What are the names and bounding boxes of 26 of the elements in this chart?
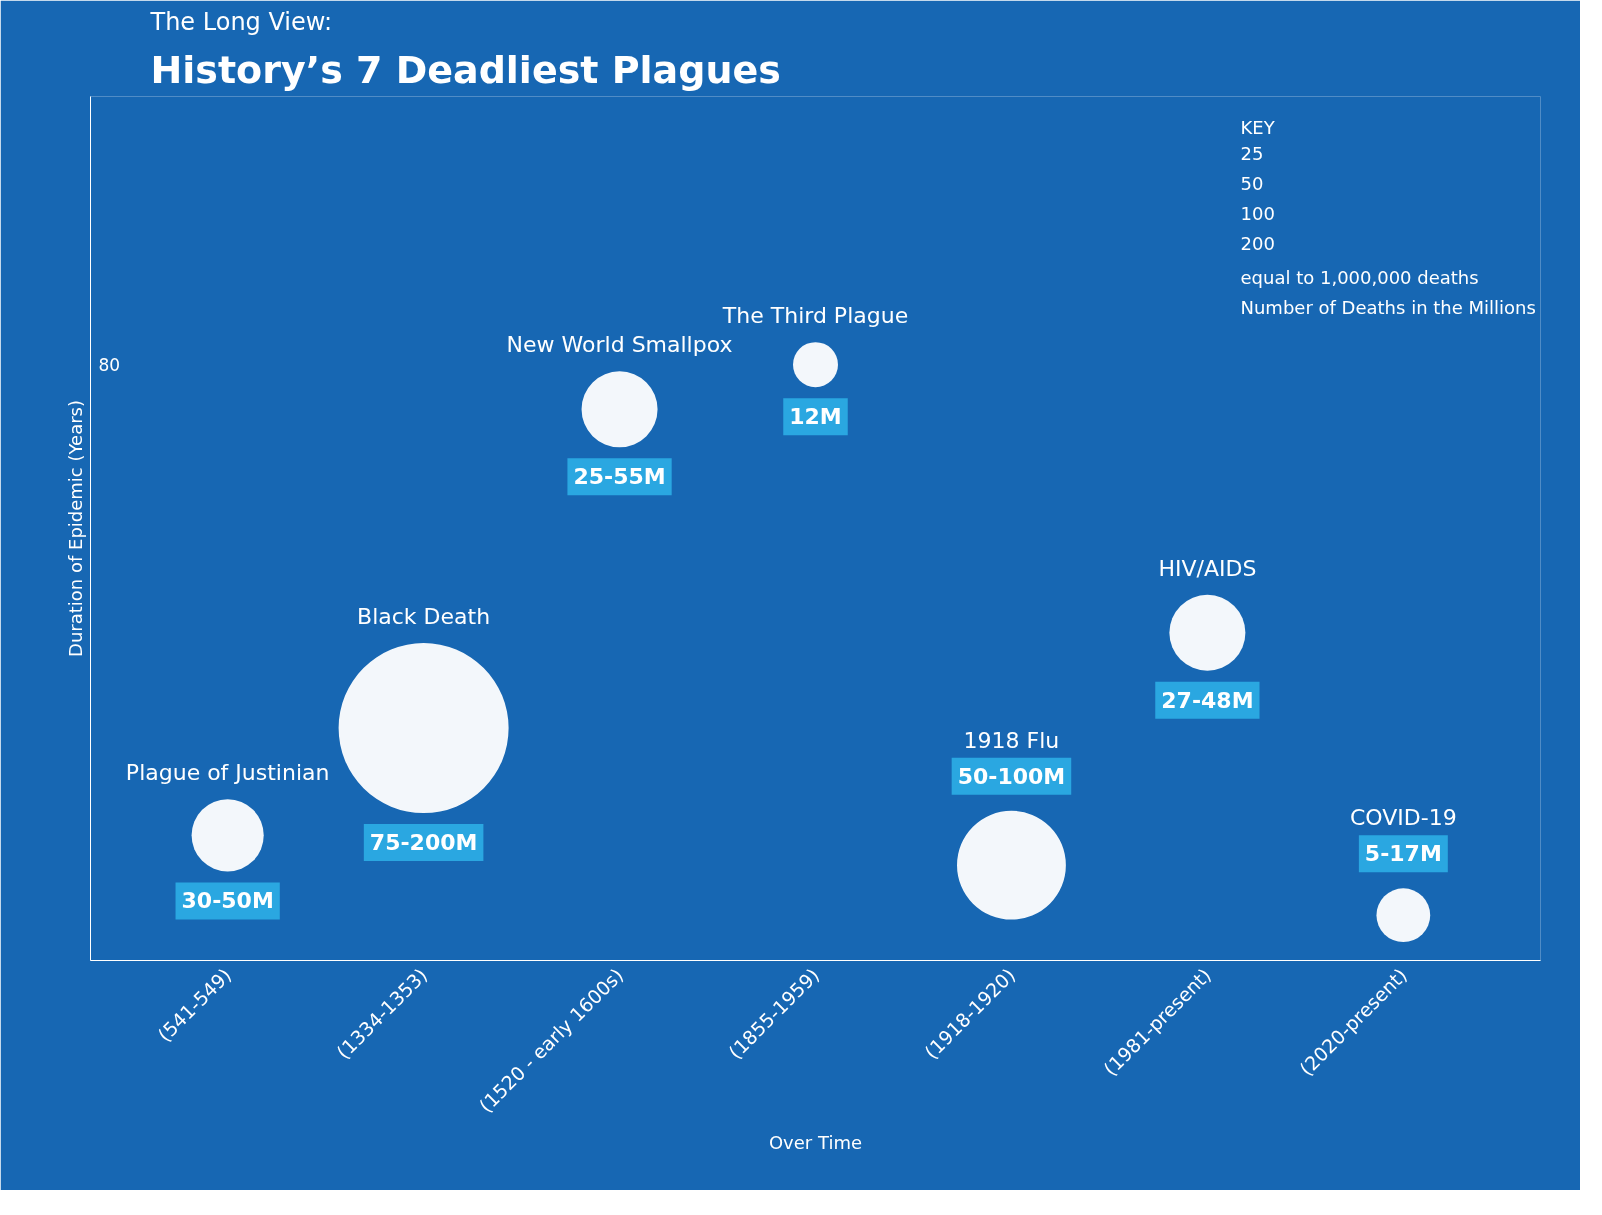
x-axis-title: Over Time	[768, 1132, 863, 1154]
text: New World Smallpox	[506, 332, 733, 358]
annotation: 75-200M	[369, 830, 478, 856]
text: 50	[1240, 172, 1264, 194]
text: 100	[1240, 202, 1275, 224]
annotation: 25-55M	[573, 464, 666, 490]
annotation: HIV/AIDS	[1158, 555, 1257, 581]
annotation: 12M	[789, 404, 842, 430]
annotation: 1918 Flu	[963, 727, 1060, 753]
annotation: Black Death	[357, 604, 491, 630]
text: Number of Deaths in the Millions	[1240, 296, 1536, 318]
annotation: Plague of Justinian	[125, 760, 330, 786]
annotation: 30-50M	[181, 888, 274, 914]
text: The Third Plague	[721, 303, 909, 329]
chart-title: History’s 7 Deadliest Plagues	[150, 47, 781, 92]
annotation: 80	[98, 355, 121, 376]
text: 25	[1240, 142, 1264, 164]
annotation: COVID-19	[1349, 805, 1457, 831]
text: 200	[1240, 232, 1275, 254]
annotation: 50-100M	[957, 763, 1066, 789]
chart-subtitle: The Long View:	[149, 7, 333, 36]
y-axis-title: Duration of Epidemic (Years)	[64, 400, 86, 657]
text: equal to 1,000,000 deaths	[1240, 266, 1479, 288]
annotation: 27-48M	[1161, 687, 1254, 713]
text: KEY	[1240, 116, 1276, 138]
annotation: 5-17M	[1364, 841, 1442, 867]
